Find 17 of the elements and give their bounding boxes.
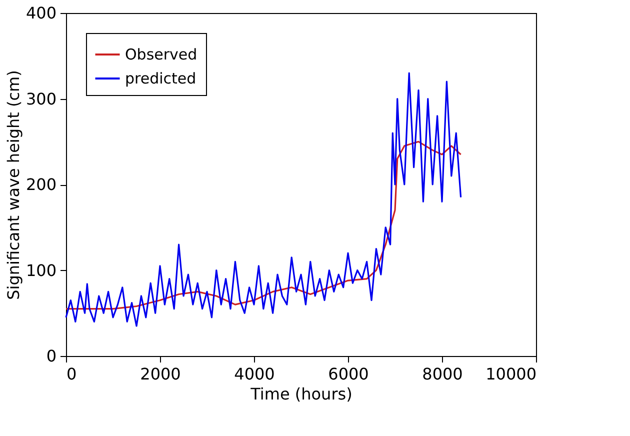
line-series [65, 140, 462, 310]
y-tick-label: 200 [26, 175, 56, 194]
y-tick-label: 100 [26, 260, 56, 280]
x-tick-label: 2000 [140, 364, 181, 384]
x-tick-label: 10000 [486, 364, 536, 384]
legend-label: predicted [125, 70, 196, 88]
x-tick-label: 8000 [422, 364, 463, 384]
legend-label: Observed [125, 46, 198, 64]
line-series [65, 72, 462, 327]
x-axis-title: Time (hours) [250, 384, 352, 404]
x-tick-label: 0 [66, 364, 77, 384]
x-tick-label: 6000 [328, 364, 369, 384]
x-tick-label: 4000 [234, 364, 275, 384]
y-tick-label: 0 [46, 346, 56, 366]
y-tick-label: 400 [26, 4, 56, 22]
y-axis-title: Significant wave height (cm) [4, 70, 23, 300]
y-tick-label: 300 [26, 89, 56, 108]
